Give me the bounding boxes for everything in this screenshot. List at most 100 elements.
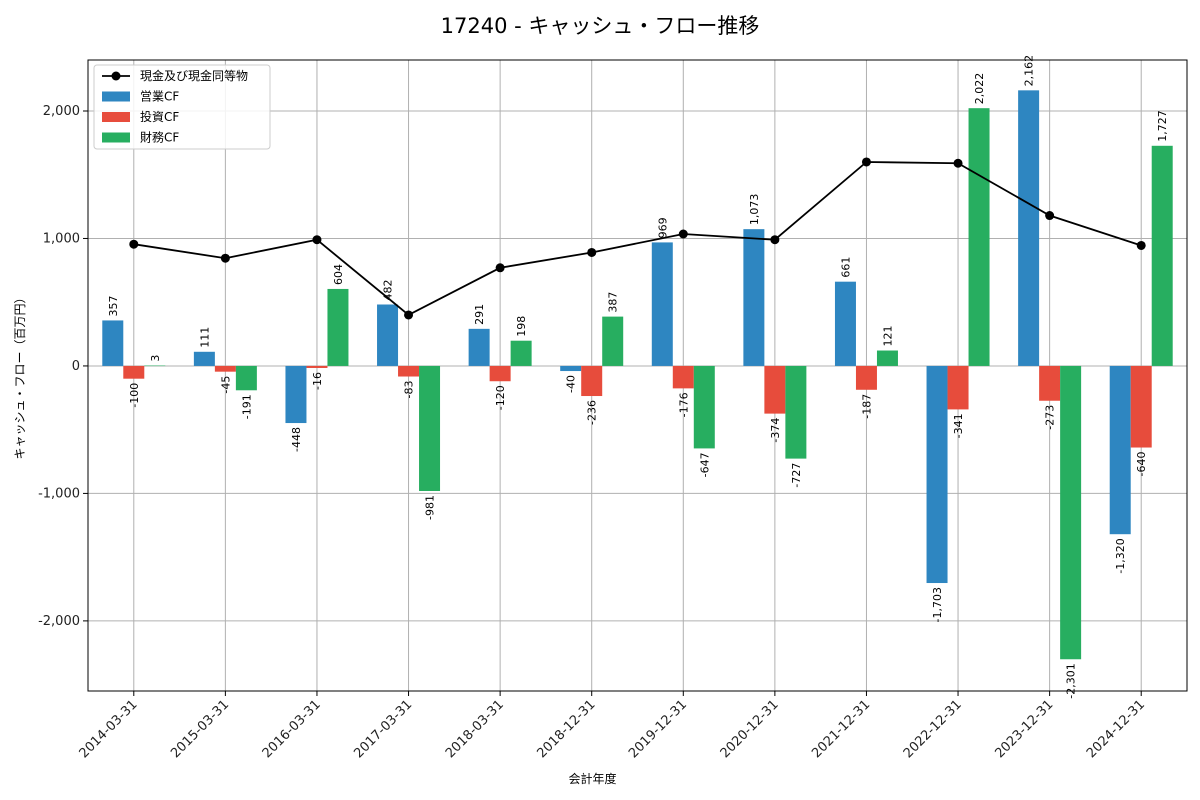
cash-point-3 <box>404 310 414 320</box>
bar-label-0-7: 1,073 <box>748 194 761 226</box>
bar-1-10 <box>1039 365 1061 401</box>
bar-label-0-4: 291 <box>473 304 486 325</box>
x-tick-label-11: 2024-12-31 <box>1084 697 1148 761</box>
y-tick-label-3: 1,000 <box>43 231 80 246</box>
bar-2-10 <box>1060 365 1082 660</box>
bar-label-1-11: -640 <box>1135 452 1148 477</box>
x-tick-label-5: 2018-12-31 <box>534 697 598 761</box>
legend-swatch-0 <box>102 91 130 102</box>
bar-label-2-3: -981 <box>424 495 437 520</box>
bar-label-2-1: -191 <box>240 394 253 419</box>
bar-label-1-7: -374 <box>769 418 782 443</box>
bar-label-1-8: -187 <box>860 394 873 419</box>
x-tick-label-4: 2018-03-31 <box>443 697 507 761</box>
x-tick-label-8: 2021-12-31 <box>809 697 873 761</box>
bar-0-1 <box>193 351 215 366</box>
bar-label-0-11: -1,320 <box>1114 538 1127 573</box>
legend-label-3: 現金及び現金同等物 <box>140 68 248 83</box>
bar-label-2-0: 3 <box>149 355 162 362</box>
bar-label-2-7: -727 <box>790 463 803 488</box>
bar-label-2-4: 198 <box>515 316 528 337</box>
bar-1-1 <box>214 365 236 372</box>
y-tick-label-4: 2,000 <box>43 104 80 119</box>
bar-2-0 <box>144 365 166 367</box>
bar-2-1 <box>235 365 257 391</box>
bar-label-2-9: 2,022 <box>973 73 986 105</box>
bar-2-5 <box>602 316 624 366</box>
bar-1-0 <box>123 365 145 379</box>
plot-frame <box>87 59 1188 692</box>
cash-point-2 <box>312 235 322 245</box>
bar-2-9 <box>968 108 990 366</box>
bar-2-2 <box>327 288 349 366</box>
bar-2-7 <box>785 365 807 459</box>
bar-0-9 <box>926 365 948 584</box>
cash-point-6 <box>678 229 688 239</box>
bar-2-4 <box>510 340 532 366</box>
bar-1-9 <box>947 365 969 410</box>
bar-label-2-10: -2,301 <box>1065 663 1078 698</box>
bar-label-0-0: 357 <box>107 295 120 316</box>
x-tick-label-10: 2023-12-31 <box>992 697 1056 761</box>
bar-label-0-9: -1,703 <box>931 587 944 622</box>
bar-label-1-9: -341 <box>952 413 965 438</box>
x-axis-label: 会計年度 <box>568 771 616 786</box>
bar-label-2-6: -647 <box>698 452 711 477</box>
x-tick-label-6: 2019-12-31 <box>626 697 690 761</box>
bar-label-1-0: -100 <box>128 383 141 408</box>
y-tick-label-2: 0 <box>72 359 80 374</box>
x-tick-label-7: 2020-12-31 <box>718 697 782 761</box>
bar-label-2-11: 1,727 <box>1156 110 1169 142</box>
legend-label-2: 財務CF <box>140 130 179 145</box>
bar-label-0-1: 111 <box>198 327 211 348</box>
cash-point-9 <box>953 158 963 168</box>
cash-line <box>133 161 1142 317</box>
bar-1-7 <box>764 365 786 414</box>
cash-point-1 <box>220 253 230 263</box>
chart-title: 17240 - キャッシュ・フロー推移 <box>440 14 760 38</box>
bar-1-8 <box>855 365 877 390</box>
bar-0-11 <box>1109 365 1131 535</box>
legend-swatch-2 <box>102 132 130 143</box>
legend-label-0: 営業CF <box>140 90 179 104</box>
x-tick-label-3: 2017-03-31 <box>351 697 415 761</box>
bar-label-1-2: -16 <box>311 372 324 390</box>
bar-1-2 <box>306 365 328 368</box>
bar-label-0-2: -448 <box>290 427 303 452</box>
legend-swatch-1 <box>102 112 130 122</box>
bar-label-0-10: 2,162 <box>1023 55 1036 87</box>
bar-label-1-4: -120 <box>494 385 507 410</box>
bar-0-2 <box>285 365 307 424</box>
bar-0-0 <box>102 320 124 366</box>
bar-1-4 <box>489 365 511 382</box>
bar-2-3 <box>419 365 441 491</box>
legend-box <box>93 64 271 150</box>
legend-label-1: 投資CF <box>140 109 179 124</box>
bar-0-7 <box>743 229 765 366</box>
bar-label-2-2: 604 <box>332 264 345 285</box>
bar-label-0-8: 661 <box>839 257 852 278</box>
cash-point-5 <box>587 247 597 257</box>
y-axis-label: キャッシュ・フロー（百万円） <box>13 291 27 459</box>
bar-1-5 <box>581 365 603 397</box>
x-tick-label-2: 2016-03-31 <box>260 697 324 761</box>
bar-label-1-1: -45 <box>219 376 232 394</box>
cash-point-4 <box>495 263 505 273</box>
bar-0-5 <box>560 365 582 372</box>
y-tick-label-1: -1,000 <box>38 486 80 501</box>
x-tick-label-9: 2022-12-31 <box>901 697 965 761</box>
bar-1-11 <box>1130 365 1152 448</box>
cash-point-10 <box>1045 211 1055 221</box>
x-tick-label-1: 2015-03-31 <box>168 697 232 761</box>
bar-label-2-8: 121 <box>881 326 894 347</box>
bar-label-1-5: -236 <box>586 400 599 425</box>
bar-0-4 <box>468 328 490 366</box>
cash-point-0 <box>129 239 139 249</box>
bar-label-1-3: -83 <box>403 381 416 399</box>
bar-0-6 <box>651 242 673 366</box>
legend-line-marker <box>111 71 121 81</box>
cash-point-11 <box>1136 240 1146 250</box>
bar-label-2-5: 387 <box>607 292 620 313</box>
bar-0-3 <box>377 304 399 366</box>
